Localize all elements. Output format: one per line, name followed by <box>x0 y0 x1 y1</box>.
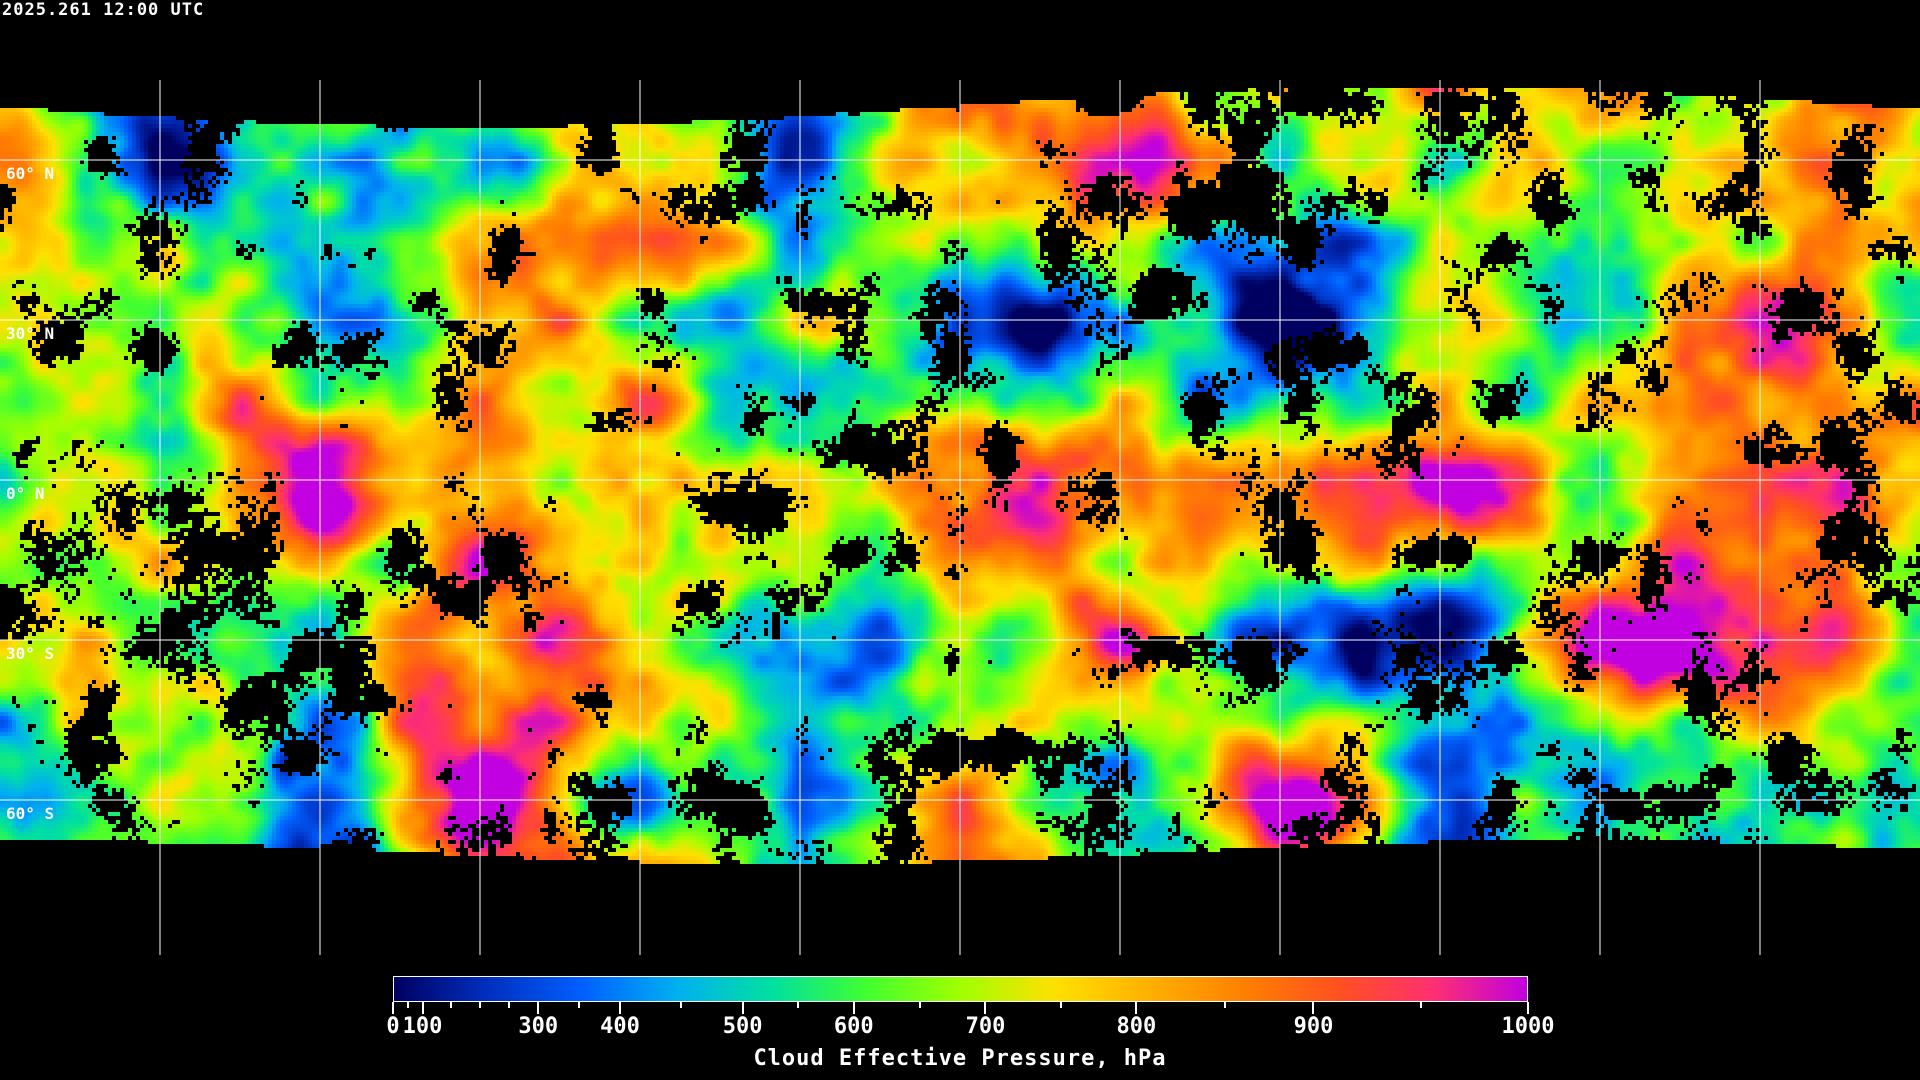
colorbar-minor-tick <box>1059 1002 1062 1008</box>
lat-label-60s: 60° S <box>6 804 55 823</box>
lat-lon-grid <box>0 80 1920 955</box>
colorbar-major-tick <box>619 1002 621 1014</box>
lat-label-0n: 0° N <box>6 484 45 503</box>
colorbar-major-tick <box>1527 1002 1529 1014</box>
colorbar-ticks: 0 100 300 400 500 600 700 800 900 1000 <box>386 1002 1554 1039</box>
colorbar-minor-tick <box>1223 1002 1226 1008</box>
colorbar-tick-label: 700 <box>965 1014 1006 1039</box>
colorbar-minor-tick <box>1419 1002 1422 1008</box>
colorbar-minor-tick <box>797 1002 800 1008</box>
colorbar-major-tick <box>537 1002 540 1014</box>
lat-label-60n: 60° N <box>6 164 55 183</box>
timestamp-title: 2025.261 12:00 UTC <box>2 0 205 20</box>
colorbar-minor-tick <box>450 1002 453 1008</box>
colorbar-tick-label: 400 <box>600 1014 640 1039</box>
colorbar-minor-tick <box>680 1002 683 1008</box>
colorbar-major-tick <box>984 1002 987 1014</box>
colorbar-minor-tick <box>508 1002 511 1008</box>
colorbar-minor-tick <box>479 1002 482 1008</box>
colorbar-tick-label: 0 <box>386 1014 400 1039</box>
colorbar-minor-tick <box>406 1002 409 1008</box>
colorbar-tick-label: 500 <box>722 1014 763 1039</box>
colorbar-label: Cloud Effective Pressure, hPa <box>753 1046 1167 1071</box>
lat-label-30n: 30° N <box>6 324 55 343</box>
colorbar-major-tick <box>421 1002 424 1014</box>
colorbar-minor-tick <box>578 1002 581 1008</box>
colorbar-major-tick <box>1312 1002 1315 1014</box>
colorbar-tick-label: 1000 <box>1501 1014 1555 1039</box>
colorbar-tick-label: 900 <box>1293 1014 1334 1039</box>
colorbar-tick-label: 600 <box>833 1014 874 1039</box>
colorbar-major-tick <box>1135 1002 1138 1014</box>
colorbar-major-tick <box>852 1002 855 1014</box>
colorbar-minor-tick <box>918 1002 921 1008</box>
colorbar <box>393 976 1528 1002</box>
lat-label-30s: 30° S <box>6 644 55 663</box>
colorbar-major-tick <box>392 1002 394 1014</box>
colorbar-major-tick <box>741 1002 744 1014</box>
colorbar-tick-label: 800 <box>1116 1014 1157 1039</box>
colorbar-tick-label: 300 <box>518 1014 559 1039</box>
colorbar-tick-label: 100 <box>402 1014 443 1039</box>
